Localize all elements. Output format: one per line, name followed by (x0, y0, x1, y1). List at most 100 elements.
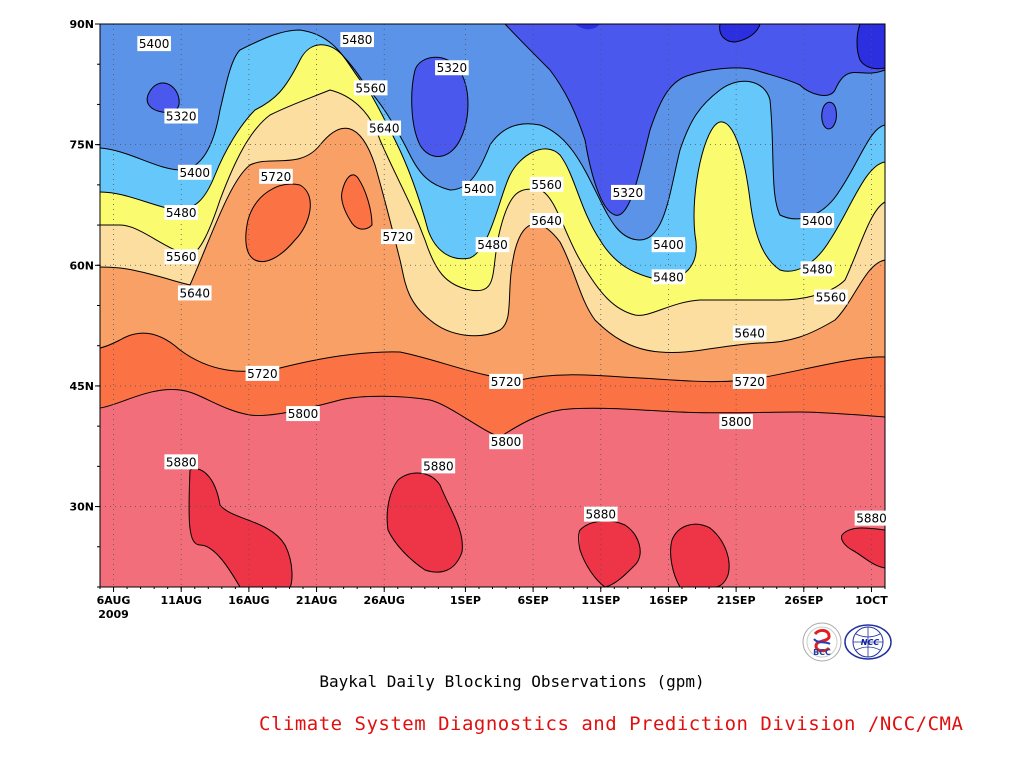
band-below-5320 (857, 24, 885, 69)
contour-label-bg (164, 249, 199, 265)
contour-label-bg (164, 454, 199, 470)
contour-label-bg (719, 414, 753, 430)
y-tick-label: 60N (69, 259, 94, 272)
contour-label: 5720 (489, 373, 523, 389)
contour-label: 5320 (435, 60, 469, 76)
contour-label-bg (164, 108, 199, 124)
x-tick-label: 21SEP (717, 594, 756, 607)
contour-line-5640 (100, 127, 885, 354)
contour-label-bg (651, 269, 686, 285)
high-5880-d (670, 524, 730, 587)
high-5720-a (245, 184, 311, 262)
x-tick-label: 1OCT (855, 594, 888, 607)
contour-label-text: 5720 (382, 230, 413, 244)
contour-label-text: 5640 (531, 214, 562, 228)
contour-line-5400 (100, 29, 885, 241)
contour-label: 5560 (814, 289, 848, 305)
contour-label: 5640 (177, 285, 212, 301)
chart-title: Baykal Daily Blocking Observations (gpm) (319, 672, 705, 691)
contour-label-bg (177, 285, 212, 301)
low-5320-east (821, 102, 837, 129)
contour-label-bg (529, 176, 564, 192)
band-5400-5480 (100, 24, 885, 240)
contour-label: 5880 (164, 454, 199, 470)
contour-label-text: 5400 (802, 214, 833, 228)
contour-label: 5880 (583, 506, 618, 522)
contour-label-text: 5480 (166, 206, 197, 220)
contour-label-text: 5880 (586, 508, 617, 522)
y-tick-label: 30N (69, 501, 94, 514)
contour-label-bg (800, 213, 835, 229)
y-tick-label: 90N (69, 18, 94, 31)
contour-label-bg (854, 510, 889, 526)
contour-label: 5880 (854, 510, 889, 526)
contour-label-text: 5720 (491, 375, 522, 389)
x-tick-label: 6SEP (518, 594, 549, 607)
contour-line-5320 (504, 24, 885, 216)
contour-label-bg (800, 261, 835, 277)
credit-text: Climate System Diagnostics and Predictio… (259, 713, 964, 735)
contour-label-text: 5480 (342, 33, 373, 47)
contour-label: 5720 (259, 168, 293, 184)
contour-label-text: 5640 (369, 122, 400, 136)
x-tick-label: 26SEP (784, 594, 823, 607)
contour-label-text: 5320 (166, 109, 197, 123)
x-tick-label: 16AUG (228, 594, 269, 607)
high-5880-e (841, 527, 885, 568)
contour-labels: 5400 5480 5320 5320 5560 5640 5400 5720 5400 5560… (137, 32, 889, 526)
contour-line-5880-d (670, 523, 730, 587)
contour-label-bg (286, 406, 320, 422)
x-tick-label: 16SEP (649, 594, 688, 607)
contour-label-bg (259, 168, 293, 184)
x-tick-label: 11AUG (160, 594, 201, 607)
contour-label: 5560 (164, 249, 199, 265)
contour-label: 5480 (800, 261, 835, 277)
contour-label-text: 5400 (464, 182, 495, 196)
high-5880-a (189, 468, 293, 587)
contour-label: 5400 (177, 164, 212, 180)
y-axis: 30N 45N 60N 75N 90N (69, 18, 100, 588)
contour-label: 5800 (286, 406, 320, 422)
contour-label: 5320 (611, 184, 645, 200)
contour-label: 5640 (732, 325, 767, 341)
contour-label: 5640 (529, 213, 564, 229)
contour-label-bg (164, 205, 199, 221)
contour-label-bg (475, 237, 510, 253)
bcc-logo: BCC (802, 622, 842, 662)
contour-label: 5480 (164, 205, 199, 221)
contour-label-bg (340, 32, 374, 48)
contour-label-bg (421, 458, 456, 474)
contour-line-low-b (719, 24, 761, 43)
grid (100, 24, 885, 587)
y-tick-label: 45N (69, 380, 94, 393)
contour-label: 5880 (421, 458, 456, 474)
contour-label-text: 5880 (166, 455, 197, 469)
contour-label-text: 5640 (179, 286, 210, 300)
contour-label-text: 5320 (613, 186, 644, 200)
contour-label-text: 5560 (531, 178, 562, 192)
contour-label-text: 5480 (802, 262, 833, 276)
contour-line-5800 (100, 388, 885, 438)
contour-line-5880-a (188, 468, 293, 587)
contour-label-bg (245, 365, 280, 381)
contour-label: 5560 (353, 80, 388, 96)
contour-label-bg (814, 289, 848, 305)
high-5720-b (341, 174, 372, 230)
contour-label-text: 5480 (477, 238, 508, 252)
band-below-5320-2 (719, 24, 760, 42)
contour-label-text: 5320 (437, 61, 468, 75)
contour-label-text: 5880 (856, 512, 887, 526)
contour-label-text: 5640 (734, 327, 765, 341)
contour-label-bg (367, 120, 402, 136)
contour-label: 5400 (462, 180, 496, 196)
ncc-logo: NCC (844, 624, 892, 660)
low-5320-north (411, 57, 468, 157)
contour-line-5880-b (386, 472, 463, 573)
high-5880-c (580, 520, 641, 587)
contour-line-5320-e (821, 101, 837, 130)
x-tick-year: 2009 (98, 608, 129, 621)
contour-label-bg (435, 60, 469, 76)
contour-label: 5480 (475, 237, 510, 253)
contour-line-5320-n (411, 56, 469, 157)
